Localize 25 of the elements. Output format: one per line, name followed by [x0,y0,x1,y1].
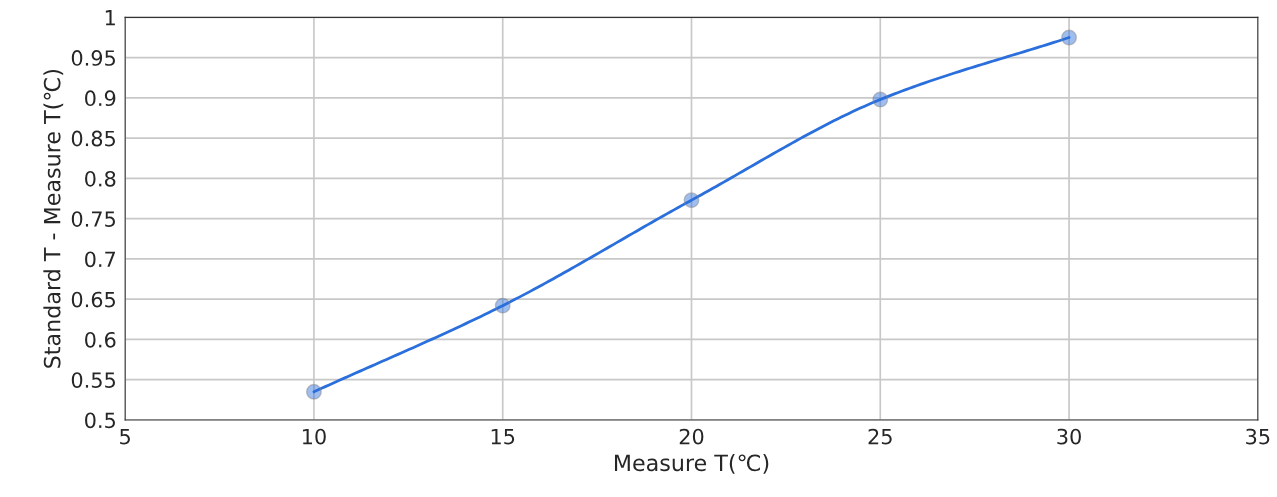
x-tick-label: 10 [302,428,326,445]
point [494,297,511,314]
y-tick-label: 0.8 [85,170,116,187]
point [872,91,889,108]
y-tick-label: 0.85 [71,130,115,147]
y-axis-title: Standard T - Measure T(℃) [43,69,64,368]
y-tick-label: 0.95 [71,50,115,66]
y-tick-label: 0.7 [85,251,116,268]
x-tick-label: 35 [1246,428,1270,445]
x-tick-label: 25 [868,428,892,445]
y-tick-label: 0.5 [85,412,115,429]
x-tick-label: 5 [120,428,130,445]
point [305,383,322,400]
x-tick-label: 20 [679,428,704,445]
y-tick-label: 0.65 [71,291,115,308]
point [1061,29,1078,46]
y-tick-label: 0.9 [85,90,116,107]
x-tick-label: 15 [491,428,515,445]
y-tick-label: 0.6 [85,331,116,348]
y-tick-label: 0.75 [71,211,115,227]
x-tick-label: 30 [1057,428,1081,445]
y-tick-label: 0.55 [71,372,115,388]
point [683,192,700,209]
y-tick-label: 1 [105,10,115,26]
x-axis-title: Measure T(℃) [614,454,769,474]
